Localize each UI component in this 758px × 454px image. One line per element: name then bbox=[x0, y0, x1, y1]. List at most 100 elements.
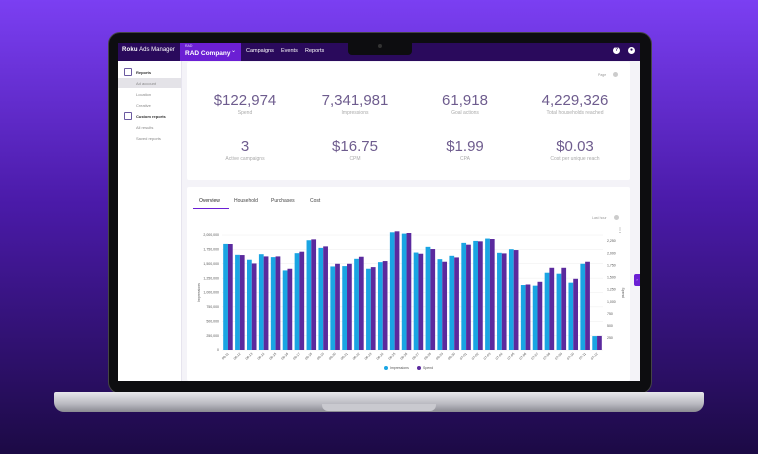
account-switcher[interactable] bbox=[180, 43, 241, 61]
bar-spend bbox=[227, 244, 233, 350]
stat-value: $16.75 bbox=[332, 138, 378, 155]
tab-overview[interactable]: Overview bbox=[199, 198, 220, 204]
page-label[interactable]: Page bbox=[598, 73, 607, 77]
summary-card bbox=[187, 62, 630, 180]
x-tick-label: 07-05 bbox=[507, 352, 516, 361]
active-tab-indicator bbox=[193, 208, 229, 209]
stat-label: CPM bbox=[349, 156, 361, 162]
y-tick-label: 1,250,000 bbox=[203, 276, 219, 280]
tab-purchases[interactable]: Purchases bbox=[271, 198, 295, 204]
bar-spend bbox=[251, 263, 257, 350]
sidebar-item-location[interactable]: Location bbox=[136, 92, 152, 97]
laptop-opening-notch bbox=[322, 404, 436, 411]
bar-spend bbox=[382, 261, 388, 350]
app-brand[interactable]: Roku Ads Manager bbox=[122, 47, 175, 53]
y-tick-label: 1,750,000 bbox=[203, 248, 219, 252]
sidebar-item-ad-account[interactable]: Ad account bbox=[136, 81, 157, 86]
chevron-down-icon[interactable]: ⌄ bbox=[231, 48, 237, 54]
y2-tick-label: 2,000 bbox=[607, 251, 616, 255]
bar-impressions bbox=[592, 336, 598, 350]
x-tick-label: 06-20 bbox=[328, 352, 337, 361]
bar-spend bbox=[466, 244, 471, 350]
bar-spend bbox=[489, 239, 495, 350]
x-tick-label: 06-13 bbox=[245, 352, 254, 361]
x-tick-label: 06-17 bbox=[292, 352, 301, 361]
bar-spend bbox=[573, 278, 578, 350]
stat-label: Goal actions bbox=[451, 110, 479, 116]
bar-impressions bbox=[497, 252, 502, 350]
bar-spend bbox=[335, 263, 340, 350]
bar-spend bbox=[513, 250, 519, 350]
legend-swatch bbox=[417, 366, 421, 371]
laptop-base bbox=[54, 392, 704, 412]
more-menu-icon[interactable]: ⋮ bbox=[617, 228, 623, 234]
y2-tick-label: 1,750 bbox=[607, 263, 616, 267]
stat-value: $0.03 bbox=[556, 138, 594, 155]
gear-icon[interactable] bbox=[613, 72, 618, 77]
bar-spend bbox=[525, 284, 531, 350]
x-tick-label: 06-24 bbox=[376, 352, 385, 361]
bar-spend bbox=[263, 256, 269, 350]
x-tick-label: 06-22 bbox=[352, 352, 361, 361]
stat-label: Impressions bbox=[341, 110, 369, 116]
roku-logo: Roku bbox=[122, 47, 138, 53]
legend-label: Spend bbox=[423, 366, 434, 370]
bar-impressions bbox=[306, 240, 312, 350]
stat-label: Active campaigns bbox=[225, 156, 265, 162]
sidebar-item-creative[interactable]: Creative bbox=[136, 103, 151, 108]
x-tick-label: 06-12 bbox=[233, 352, 242, 361]
help-circle-icon[interactable]: ? bbox=[613, 47, 620, 54]
bar-impressions bbox=[235, 254, 240, 350]
x-tick-label: 06-15 bbox=[268, 352, 277, 361]
bar-impressions bbox=[473, 240, 478, 350]
x-tick-label: 07-01 bbox=[459, 352, 468, 361]
sidebar-section-custom-reports[interactable]: Custom reports bbox=[136, 114, 166, 119]
legend-swatch bbox=[384, 366, 388, 371]
side-panel-toggle[interactable]: › bbox=[634, 274, 640, 286]
x-tick-label: 07-06 bbox=[519, 352, 528, 361]
x-tick-label: 07-12 bbox=[590, 352, 599, 361]
nav-events[interactable]: Events bbox=[281, 48, 298, 54]
bar-impressions bbox=[520, 285, 526, 350]
x-tick-label: 06-11 bbox=[221, 352, 230, 361]
x-tick-label: 07-07 bbox=[530, 352, 539, 361]
x-tick-label: 06-16 bbox=[280, 352, 289, 361]
nav-reports[interactable]: Reports bbox=[305, 48, 325, 54]
x-tick-label: 06-19 bbox=[316, 352, 325, 361]
time-range-label[interactable]: Last hour bbox=[592, 216, 607, 220]
y2-axis-label: Spend bbox=[621, 287, 625, 297]
bar-spend bbox=[406, 233, 412, 350]
tab-cost[interactable]: Cost bbox=[310, 198, 321, 204]
user-circle-icon[interactable]: ● bbox=[628, 47, 635, 54]
bar-impressions bbox=[294, 253, 300, 350]
camera-notch bbox=[348, 43, 412, 55]
sidebar-item-saved-reports[interactable]: Saved reports bbox=[136, 136, 161, 141]
bar-spend bbox=[394, 231, 400, 350]
bar-impressions bbox=[544, 272, 550, 350]
stat-label: Cost per unique reach bbox=[550, 156, 600, 162]
x-tick-label: 07-04 bbox=[495, 352, 504, 361]
camera bbox=[378, 44, 382, 48]
x-tick-label: 06-21 bbox=[340, 352, 349, 361]
legend-spend[interactable]: Spend bbox=[417, 366, 434, 371]
bar-impressions bbox=[449, 255, 455, 350]
gear-icon[interactable] bbox=[614, 215, 619, 220]
sidebar-item-all-results[interactable]: All results bbox=[136, 125, 154, 130]
legend-impressions[interactable]: Impressions bbox=[384, 366, 409, 371]
bar-spend bbox=[501, 253, 507, 350]
stat-value: 61,918 bbox=[442, 92, 488, 109]
x-tick-label: 07-09 bbox=[554, 352, 563, 361]
impressions-spend-bar-chart: 0 250,000 500,000 750,000 1,000,000 1,250,000… bbox=[197, 231, 625, 361]
bar-impressions bbox=[580, 263, 586, 350]
bar-impressions bbox=[556, 273, 562, 350]
bar-spend bbox=[430, 249, 436, 350]
y2-tick-label: 250 bbox=[607, 336, 613, 340]
tab-household[interactable]: Household bbox=[234, 198, 258, 204]
nav-campaigns[interactable]: Campaigns bbox=[246, 48, 274, 54]
sidebar-section-reports[interactable]: Reports bbox=[136, 70, 152, 75]
bar-impressions bbox=[377, 262, 383, 350]
x-tick-label: 06-18 bbox=[304, 352, 313, 361]
bar-spend bbox=[239, 255, 245, 350]
y-tick-label: 500,000 bbox=[206, 319, 219, 323]
x-tick-label: 07-08 bbox=[542, 352, 551, 361]
